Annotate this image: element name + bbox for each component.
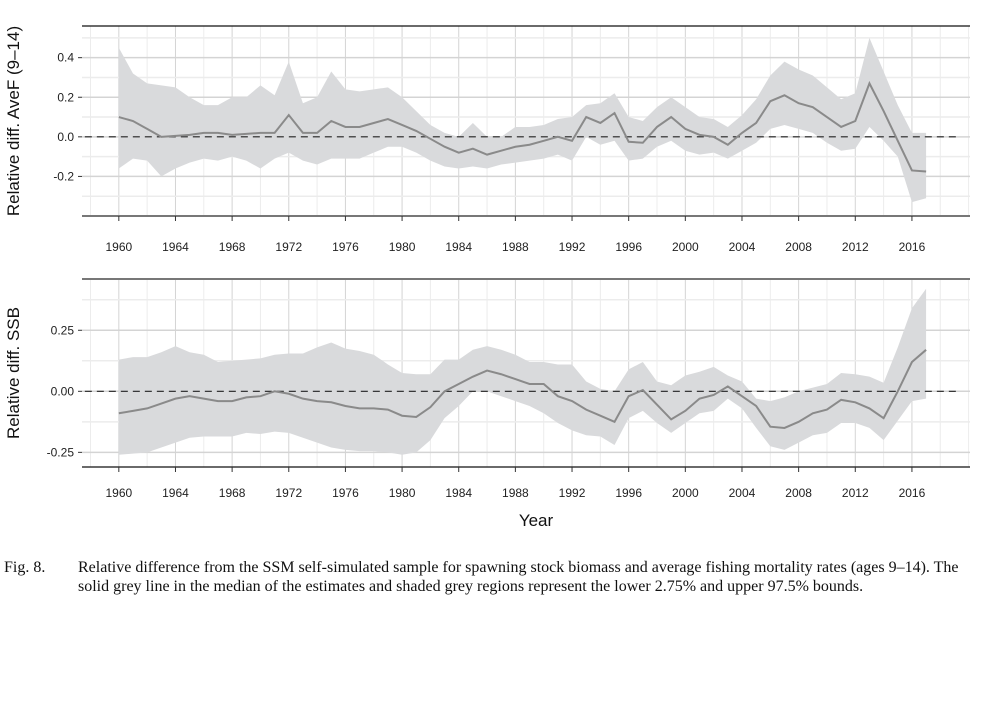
- x-tick-label: 1980: [389, 240, 416, 254]
- x-tick-label: 1964: [162, 240, 189, 254]
- x-tick-label: 2008: [785, 486, 812, 500]
- x-tick-label: 2000: [672, 240, 699, 254]
- x-tick-label: 1996: [615, 240, 642, 254]
- median-line: [118, 80, 927, 173]
- confidence-band: [118, 288, 927, 455]
- y-tick-label: 0.25: [51, 323, 75, 337]
- x-tick-label: 1988: [502, 486, 529, 500]
- x-tick-label: 1988: [502, 240, 529, 254]
- x-tick-label: 1996: [615, 486, 642, 500]
- chart-panel-1: -0.2 0.0 0.2 0.4 1960 1964 1968 1972 1976 1980 198…: [4, 25, 970, 254]
- x-axis-label: Year: [519, 511, 554, 530]
- chart-panel-2: -0.25 0.00 0.25 1960 1964 1968 1972 1976 1980 198…: [4, 278, 970, 530]
- x-tick-label: 1992: [559, 486, 586, 500]
- x-tick-label: 1980: [389, 486, 416, 500]
- y-tick-label: 0.2: [57, 90, 74, 104]
- figure-charts: -0.2 0.0 0.2 0.4 1960 1964 1968 1972 1976 1980 198…: [4, 25, 970, 530]
- y-tick-label: 0.0: [57, 130, 74, 144]
- x-tick-label: 1964: [162, 486, 189, 500]
- x-tick-label: 2004: [729, 240, 756, 254]
- y-tick-label: 0.00: [51, 384, 75, 398]
- x-tick-label: 1992: [559, 240, 586, 254]
- x-tick-label: 2004: [729, 486, 756, 500]
- y-tick-label: 0.4: [57, 51, 74, 65]
- caption-text: Relative difference from the SSM self-si…: [78, 559, 959, 595]
- y-axis-label: Relative diff. AveF (9–14): [4, 26, 23, 216]
- x-tick-label: 1968: [219, 240, 246, 254]
- x-tick-label: 2008: [785, 240, 812, 254]
- x-tick-label: 1960: [105, 240, 132, 254]
- x-tick-label: 1972: [275, 240, 302, 254]
- x-tick-label: 2012: [842, 240, 869, 254]
- y-axis-label: Relative diff. SSB: [4, 307, 23, 439]
- x-tick-label: 1968: [219, 486, 246, 500]
- x-tick-label: 1976: [332, 240, 359, 254]
- x-tick-label: 2016: [899, 486, 926, 500]
- caption-label: Fig. 8.: [4, 559, 46, 576]
- x-tick-label: 2016: [899, 240, 926, 254]
- y-tick-label: -0.2: [53, 169, 74, 183]
- x-tick-label: 1984: [445, 486, 472, 500]
- x-tick-label: 1976: [332, 486, 359, 500]
- confidence-band: [118, 37, 927, 203]
- x-tick-label: 1960: [105, 486, 132, 500]
- median-line: [118, 349, 927, 429]
- x-tick-label: 2012: [842, 486, 869, 500]
- x-tick-label: 1972: [275, 486, 302, 500]
- x-tick-label: 2000: [672, 486, 699, 500]
- y-tick-label: -0.25: [47, 445, 75, 459]
- x-tick-label: 1984: [445, 240, 472, 254]
- figure-caption: Fig. 8. Relative difference from the SSM…: [4, 558, 979, 596]
